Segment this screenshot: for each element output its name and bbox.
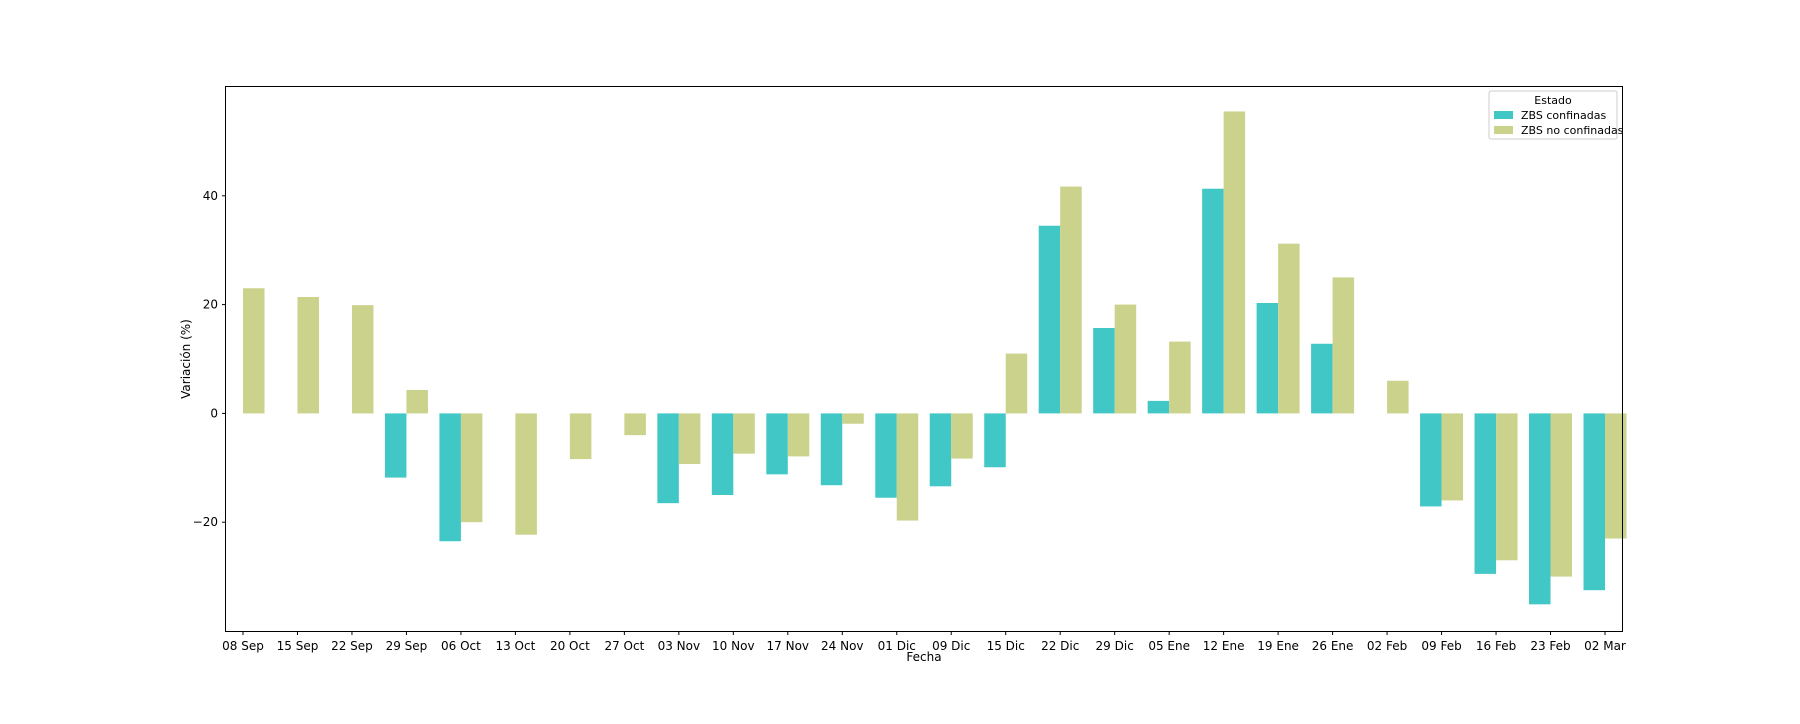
- x-tick-label: 29 Dic: [1096, 639, 1134, 653]
- bar-zbs-confinadas-19-ene: [1256, 302, 1279, 414]
- bar-zbs-no-confinadas-23-feb: [1550, 413, 1573, 577]
- bar-zbs-no-confinadas-26-ene: [1332, 277, 1355, 414]
- bar-zbs-no-confinadas-29-sep: [406, 390, 428, 414]
- x-tick-label: 15 Sep: [277, 639, 319, 653]
- bar-zbs-no-confinadas-02-feb: [1387, 380, 1409, 414]
- bar-zbs-confinadas-10-nov: [711, 413, 734, 495]
- x-tick-label: 06 Oct: [441, 639, 481, 653]
- bar-zbs-confinadas-03-nov: [657, 413, 679, 504]
- bar-zbs-no-confinadas-17-nov: [787, 413, 810, 457]
- x-tick-label: 09 Feb: [1421, 639, 1461, 653]
- bar-zbs-no-confinadas-22-sep: [351, 305, 374, 414]
- bar-zbs-no-confinadas-05-ene: [1169, 341, 1191, 414]
- bar-zbs-no-confinadas-03-nov: [678, 413, 701, 464]
- bar-zbs-confinadas-24-nov: [820, 413, 843, 486]
- bar-zbs-no-confinadas-15-dic: [1005, 353, 1028, 414]
- bar-zbs-no-confinadas-12-ene: [1223, 111, 1246, 414]
- bar-zbs-no-confinadas-08-sep: [243, 288, 265, 414]
- bars-layer: [243, 111, 1627, 605]
- y-tick-label: 40: [203, 189, 218, 203]
- x-tick-label: 23 Feb: [1530, 639, 1570, 653]
- x-tick-label: 01 Dic: [878, 639, 916, 653]
- y-tick-label: 20: [203, 298, 218, 312]
- legend: Estado ZBS confinadas ZBS no confinadas: [1488, 90, 1624, 140]
- legend-label-zbs-confinadas: ZBS confinadas: [1521, 109, 1606, 122]
- x-tick-label: 05 Ene: [1148, 639, 1190, 653]
- bar-zbs-no-confinadas-15-sep: [297, 296, 319, 414]
- x-tick-label: 10 Nov: [712, 639, 755, 653]
- plot-frame: [225, 86, 1623, 632]
- bar-zbs-confinadas-12-ene: [1202, 188, 1224, 414]
- bar-zbs-no-confinadas-16-feb: [1496, 413, 1518, 561]
- x-tick-label: 26 Ene: [1312, 639, 1354, 653]
- legend-label-zbs-no-confinadas: ZBS no confinadas: [1521, 124, 1624, 137]
- y-axis-label: Variación (%): [179, 319, 193, 399]
- ticks-layer: 08 Sep 15 Sep 22 Sep 29 Sep 06 Oct 13 Oct 20 O…: [193, 189, 1626, 653]
- bar-zbs-no-confinadas-02-mar: [1605, 413, 1627, 539]
- x-tick-label: 22 Sep: [331, 639, 373, 653]
- bar-zbs-confinadas-05-ene: [1147, 400, 1170, 414]
- legend-title: Estado: [1534, 94, 1572, 107]
- x-tick-label: 19 Ene: [1257, 639, 1299, 653]
- y-tick-label: 0: [210, 406, 218, 420]
- bar-zbs-no-confinadas-20-oct: [569, 413, 592, 460]
- x-tick-label: 20 Oct: [550, 639, 590, 653]
- legend-swatch-zbs-confinadas: [1494, 111, 1513, 119]
- x-tick-label: 03 Nov: [658, 639, 701, 653]
- x-tick-label: 27 Oct: [604, 639, 644, 653]
- bar-zbs-confinadas-06-oct: [439, 413, 461, 542]
- legend-swatch-zbs-no-confinadas: [1494, 126, 1513, 134]
- bar-zbs-no-confinadas-09-dic: [951, 413, 973, 459]
- bar-zbs-no-confinadas-22-dic: [1060, 186, 1082, 414]
- x-tick-label: 02 Feb: [1367, 639, 1407, 653]
- bar-zbs-confinadas-02-mar: [1583, 413, 1605, 591]
- bar-zbs-no-confinadas-01-dic: [896, 413, 919, 521]
- x-tick-label: 08 Sep: [222, 639, 264, 653]
- x-axis-label: Fecha: [906, 650, 941, 664]
- bar-zbs-confinadas-26-ene: [1311, 343, 1333, 414]
- x-tick-label: 15 Dic: [987, 639, 1025, 653]
- x-tick-label: 12 Ene: [1203, 639, 1245, 653]
- bar-zbs-confinadas-01-dic: [875, 413, 897, 498]
- bar-zbs-confinadas-23-feb: [1529, 413, 1551, 605]
- bar-zbs-no-confinadas-24-nov: [842, 413, 864, 424]
- bar-zbs-no-confinadas-13-oct: [515, 413, 537, 535]
- bar-zbs-no-confinadas-10-nov: [733, 413, 755, 454]
- bar-zbs-confinadas-29-dic: [1093, 327, 1115, 414]
- x-tick-label: 16 Feb: [1476, 639, 1516, 653]
- bar-zbs-no-confinadas-09-feb: [1441, 413, 1464, 501]
- x-tick-label: 29 Sep: [386, 639, 428, 653]
- x-tick-label: 02 Mar: [1584, 639, 1626, 653]
- bar-zbs-confinadas-22-dic: [1038, 225, 1061, 414]
- x-tick-label: 24 Nov: [821, 639, 864, 653]
- bar-zbs-no-confinadas-19-ene: [1278, 243, 1300, 414]
- bar-zbs-no-confinadas-27-oct: [624, 413, 646, 436]
- legend-box: [1488, 90, 1618, 140]
- bar-zbs-confinadas-17-nov: [766, 413, 788, 475]
- bar-zbs-confinadas-15-dic: [984, 413, 1006, 468]
- y-tick-label: −20: [193, 515, 218, 529]
- x-tick-label: 13 Oct: [495, 639, 535, 653]
- bar-zbs-no-confinadas-29-dic: [1114, 304, 1137, 414]
- x-tick-label: 17 Nov: [767, 639, 810, 653]
- bar-zbs-confinadas-09-feb: [1420, 413, 1442, 507]
- bar-zbs-no-confinadas-06-oct: [460, 413, 483, 523]
- x-tick-label: 22 Dic: [1041, 639, 1079, 653]
- bar-zbs-confinadas-09-dic: [929, 413, 952, 487]
- bar-zbs-confinadas-16-feb: [1474, 413, 1497, 574]
- bar-zbs-confinadas-29-sep: [384, 413, 407, 478]
- x-tick-label: 09 Dic: [932, 639, 970, 653]
